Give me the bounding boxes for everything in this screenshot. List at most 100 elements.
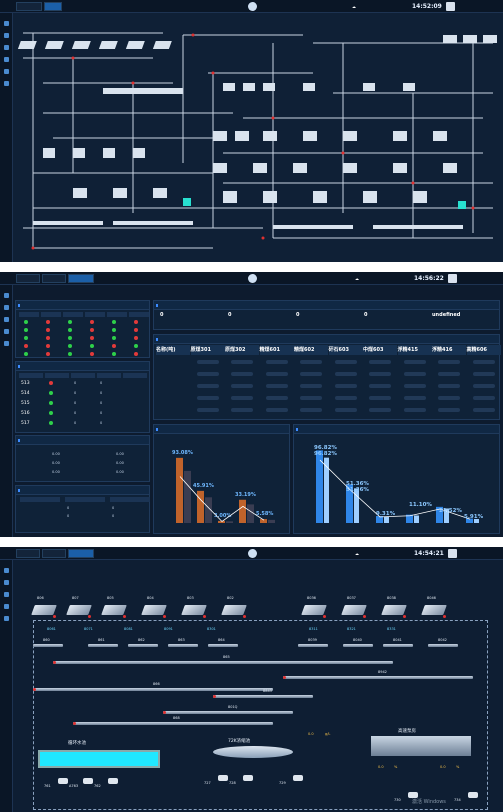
status-dot: [53, 615, 56, 618]
list-icon[interactable]: [4, 329, 9, 334]
blurred-value: [438, 384, 460, 388]
report-icon[interactable]: [4, 81, 9, 86]
tab-2[interactable]: [42, 274, 66, 283]
machine-label: 803: [187, 596, 194, 600]
tab-1[interactable]: [16, 549, 40, 558]
sidebar: [0, 285, 13, 537]
tab-1[interactable]: [16, 274, 40, 283]
table-header: [110, 497, 150, 502]
status-dot: [24, 344, 28, 348]
avatar[interactable]: [448, 274, 457, 283]
conveyor-label: 866: [153, 682, 160, 686]
tab-2[interactable]: [44, 2, 62, 11]
pump-value: %: [456, 765, 460, 769]
list-icon[interactable]: [4, 57, 9, 62]
blurred-value: [196, 408, 219, 412]
screen-machine-icon: [381, 605, 407, 615]
conveyor: [208, 644, 238, 647]
status-dot: [49, 411, 53, 415]
pump-icon: [468, 792, 478, 798]
conveyor: [88, 644, 118, 647]
tab-3[interactable]: [68, 549, 94, 558]
tab-2[interactable]: [42, 549, 66, 558]
alarm-cell: 0: [112, 506, 115, 510]
kpi-value: undefined: [432, 312, 461, 318]
chart-1-svg: 93.08% 45.91% 3.00% 33.19% 5.58%: [172, 450, 275, 523]
status-dot: [49, 421, 53, 425]
water-cell: 0.00: [116, 470, 124, 474]
table-header: 中煤603: [363, 345, 397, 355]
settings-icon[interactable]: [4, 341, 9, 346]
density-value: 0.0: [308, 732, 314, 736]
bar: [384, 516, 389, 523]
machine-label: 8036: [307, 596, 316, 600]
status-dot: [134, 352, 138, 356]
pump-icon: [58, 778, 68, 784]
status-dot: [90, 336, 94, 340]
status-dot: [163, 615, 166, 618]
thickener-label: 72K浓缩池: [228, 739, 251, 744]
chart-icon[interactable]: [4, 45, 9, 50]
machine-label: 802: [227, 596, 234, 600]
table-header: 高精606: [466, 345, 501, 355]
status-dot: [46, 320, 50, 324]
pump-id: 517: [21, 421, 30, 426]
flow-icon[interactable]: [4, 580, 9, 585]
blurred-value: [403, 360, 426, 364]
table-header: [45, 373, 69, 378]
settings-icon[interactable]: [4, 616, 9, 621]
blurred-value: [300, 408, 322, 412]
status-dot: [49, 391, 53, 395]
list-icon[interactable]: [4, 604, 9, 609]
blurred-value: [265, 372, 288, 376]
conveyor-label: 8942: [378, 670, 387, 674]
table-header: 精煤601: [259, 345, 294, 355]
thickener: [213, 746, 293, 758]
flow-icon[interactable]: [4, 305, 9, 310]
blurred-value: [196, 384, 219, 388]
panel-equipment-status: [15, 300, 150, 358]
tab-3[interactable]: [68, 274, 94, 283]
water-tank: [38, 750, 160, 768]
kpi-value: 0: [296, 312, 300, 318]
status-dot: [134, 336, 138, 340]
home-icon[interactable]: [4, 568, 9, 573]
panel-title: [16, 436, 149, 445]
data-label: 21.52%: [439, 508, 462, 514]
machine-label: 8046: [427, 596, 436, 600]
table-header: [129, 312, 149, 317]
screen-process-overview: ☁ 14:52:09: [0, 0, 503, 262]
cloud-icon: ☁: [355, 276, 359, 281]
blurred-value: [334, 384, 357, 388]
pump-value: 0.0: [440, 765, 446, 769]
water-cell: 0.00: [52, 452, 60, 456]
chart-2-svg: 96.82%96.82% 51.36%51.36% 9.31% 11.10% 21.52…: [314, 445, 484, 523]
status-dot: [68, 328, 72, 332]
blurred-value: [403, 384, 426, 388]
table-cell: 0: [74, 391, 77, 395]
water-cell: 0.00: [52, 470, 60, 474]
home-icon[interactable]: [4, 293, 9, 298]
avatar[interactable]: [446, 2, 455, 11]
machine-id: 8071: [84, 627, 93, 631]
machine-id: 8321: [347, 627, 356, 631]
pump-icon: [293, 775, 303, 781]
blurred-value: [265, 360, 288, 364]
status-dot: [134, 344, 138, 348]
data-label: 45.91%: [193, 483, 214, 489]
chart-icon[interactable]: [4, 317, 9, 322]
blurred-value: [438, 360, 460, 364]
tab-1[interactable]: [16, 2, 42, 11]
sidebar: [0, 13, 13, 262]
avatar[interactable]: [448, 549, 457, 558]
bar: [444, 508, 449, 523]
blurred-value: [265, 408, 288, 412]
screen-machine-icon: [421, 605, 447, 615]
flow-icon[interactable]: [4, 33, 9, 38]
home-icon[interactable]: [4, 21, 9, 26]
panel-production: 名称(吨) 原煤301 原煤302 精煤601 精煤602 矸石603 中煤603 浮精415…: [153, 334, 501, 420]
panel-title: [154, 335, 499, 344]
chart-title: [294, 425, 499, 434]
settings-icon[interactable]: [4, 69, 9, 74]
chart-icon[interactable]: [4, 592, 9, 597]
